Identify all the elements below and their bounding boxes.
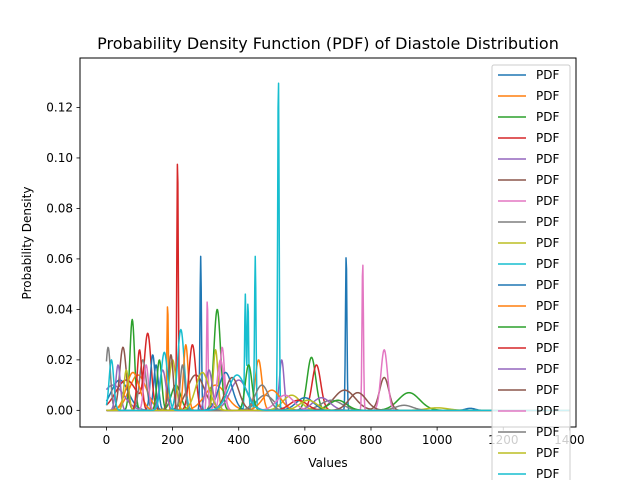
chart-title: Probability Density Function (PDF) of Di… bbox=[97, 34, 559, 53]
x-tick-label: 400 bbox=[227, 433, 250, 447]
legend: PDF PDF PDF PDF PDF PDF PDF PDF PDF PDF PDF PDF PDF P… bbox=[491, 64, 571, 480]
legend-label: PDF bbox=[536, 320, 559, 334]
x-tick-label: 1000 bbox=[422, 433, 453, 447]
x-tick-label: 600 bbox=[293, 433, 316, 447]
legend-label: PDF bbox=[536, 89, 559, 103]
y-axis: 0.00 0.02 0.04 0.06 0.08 0.10 0.12 bbox=[46, 100, 80, 417]
x-tick-label: 800 bbox=[360, 433, 383, 447]
legend-label: PDF bbox=[536, 131, 559, 145]
y-axis-label: Probability Density bbox=[20, 187, 34, 300]
legend-label: PDF bbox=[536, 68, 559, 82]
legend-label: PDF bbox=[536, 236, 559, 250]
y-tick-label: 0.10 bbox=[46, 151, 73, 165]
legend-label: PDF bbox=[536, 383, 559, 397]
legend-label: PDF bbox=[536, 215, 559, 229]
y-tick-label: 0.00 bbox=[46, 403, 73, 417]
x-tick-label: 0 bbox=[103, 433, 111, 447]
legend-label: PDF bbox=[536, 257, 559, 271]
legend-label: PDF bbox=[536, 173, 559, 187]
legend-label: PDF bbox=[536, 110, 559, 124]
legend-label: PDF bbox=[536, 425, 559, 439]
legend-label: PDF bbox=[536, 278, 559, 292]
legend-label: PDF bbox=[536, 446, 559, 460]
legend-label: PDF bbox=[536, 404, 559, 418]
legend-label: PDF bbox=[536, 341, 559, 355]
x-axis-label: Values bbox=[308, 456, 347, 470]
legend-label: PDF bbox=[536, 467, 559, 480]
y-tick-label: 0.08 bbox=[46, 201, 73, 215]
legend-label: PDF bbox=[536, 194, 559, 208]
legend-frame bbox=[491, 64, 571, 480]
y-tick-label: 0.06 bbox=[46, 252, 73, 266]
legend-label: PDF bbox=[536, 299, 559, 313]
legend-label: PDF bbox=[536, 362, 559, 376]
legend-label: PDF bbox=[536, 152, 559, 166]
y-tick-label: 0.04 bbox=[46, 302, 73, 316]
plot-frame bbox=[79, 57, 577, 428]
y-tick-label: 0.12 bbox=[46, 100, 73, 114]
x-tick-label: 200 bbox=[161, 433, 184, 447]
y-tick-label: 0.02 bbox=[46, 353, 73, 367]
